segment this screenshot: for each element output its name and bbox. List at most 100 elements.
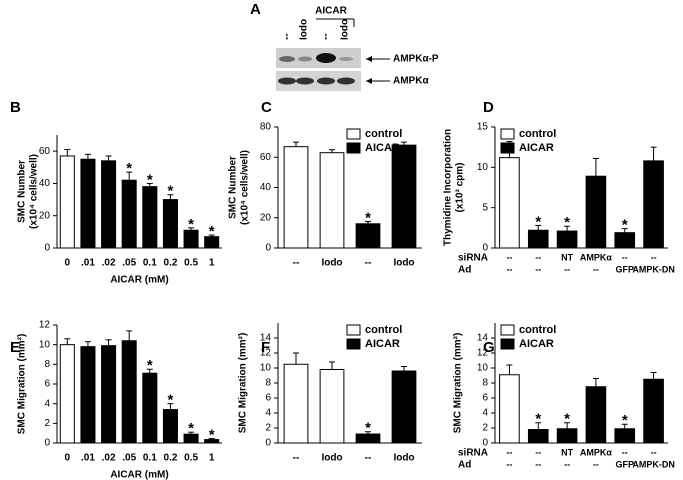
y-axis-label: SMC Migration (mm²)	[238, 333, 249, 434]
bar	[59, 344, 75, 444]
x-tick-label: 0.2	[163, 453, 177, 464]
band	[317, 77, 335, 85]
x-tick-label: --	[622, 447, 628, 457]
legend-swatch	[500, 142, 515, 154]
lane-label: Iodo	[299, 19, 310, 40]
x-tick-label: NT	[561, 447, 573, 457]
y-tick-label: 40	[260, 182, 272, 193]
x-tick-label: .02	[102, 453, 116, 464]
x-tick-label: 0.5	[184, 453, 198, 464]
annotation: *	[209, 427, 215, 444]
panel-label: A	[250, 1, 261, 18]
y-tick-label: 60	[260, 152, 272, 163]
y-tick-label: 14	[260, 333, 272, 344]
bar	[391, 370, 417, 444]
y-tick-label: 40	[39, 178, 51, 189]
bar	[80, 346, 96, 444]
bar	[585, 175, 607, 249]
y-tick-label: 0	[44, 243, 50, 254]
y-tick-label: 14	[477, 333, 489, 344]
bar	[499, 157, 520, 249]
y-tick-label: 0	[482, 438, 488, 449]
x-tick-label: NT	[561, 252, 573, 262]
x-tick-label: --	[651, 447, 657, 457]
x-tick-label: AMPK-DN	[632, 459, 675, 469]
y-axis-label: (x10⁴ cells/well)	[240, 150, 251, 225]
legend-label: control	[519, 324, 556, 336]
x-tick-label: --	[293, 453, 300, 464]
x-tick-label: --	[593, 459, 599, 469]
y-tick-label: 8	[265, 378, 271, 389]
legend-label: AICAR	[519, 338, 554, 350]
y-tick-label: 2	[482, 423, 488, 434]
y-tick-label: 0	[265, 243, 271, 254]
band-label: AMPKα-P	[393, 54, 439, 65]
legend-swatch	[346, 324, 361, 336]
legend-swatch	[346, 142, 361, 154]
x-tick-label: --	[506, 459, 512, 469]
bar	[319, 152, 345, 249]
y-axis-label: SMC Number	[228, 156, 239, 219]
y-tick-label: 20	[260, 212, 272, 223]
x-tick-label: AMPKα	[580, 447, 612, 457]
y-tick-label: 6	[482, 393, 488, 404]
bar	[585, 386, 607, 444]
annotation: *	[188, 216, 194, 233]
annotation: *	[147, 357, 153, 374]
lane-label: --	[321, 33, 332, 40]
annotation: *	[188, 420, 194, 437]
bar	[59, 155, 75, 249]
band	[296, 77, 314, 85]
bar	[614, 232, 636, 249]
x-tick-label: AMPK-DN	[632, 264, 675, 274]
x-tick-label: 0.1	[143, 258, 157, 269]
x-tick-label: GFP	[615, 459, 634, 469]
panel-label: G	[483, 339, 495, 356]
bar	[319, 369, 345, 444]
band-label: AMPKα	[393, 76, 429, 87]
legend-swatch	[500, 128, 515, 140]
y-axis-label: SMC Migration (mm²)	[17, 334, 28, 435]
x-tick-label: --	[506, 447, 512, 457]
y-axis-label: (x10³ cpm)	[455, 162, 466, 212]
x-tick-label: 0.5	[184, 258, 198, 269]
y-axis-label: SMC Number	[17, 160, 28, 223]
y-tick-label: 80	[260, 122, 272, 133]
panel-label: D	[483, 99, 494, 116]
x-tick-label: Iodo	[393, 453, 414, 464]
row-label: Ad	[458, 265, 471, 276]
bar	[162, 409, 178, 444]
bar	[162, 199, 178, 249]
bar	[614, 428, 636, 444]
bar	[121, 179, 137, 249]
x-tick-label: Iodo	[321, 453, 342, 464]
x-tick-label: 0.1	[143, 453, 157, 464]
y-tick-label: 6	[265, 393, 271, 404]
x-tick-label: 0	[65, 453, 71, 464]
legend-label: AICAR	[519, 142, 554, 154]
x-tick-label: --	[506, 252, 512, 262]
arrow-head	[366, 56, 372, 62]
x-tick-label: .01	[81, 258, 95, 269]
arrow-head	[366, 78, 372, 84]
y-tick-label: 2	[44, 418, 50, 429]
x-tick-label: Iodo	[393, 258, 414, 269]
x-tick-label: --	[564, 264, 570, 274]
x-tick-label: 1	[209, 258, 215, 269]
x-tick-label: GFP	[615, 264, 634, 274]
y-axis-label: Thymidine Incorporation	[443, 129, 454, 246]
bar	[142, 186, 158, 249]
annotation: *	[168, 183, 174, 200]
legend-label: AICAR	[365, 338, 400, 350]
x-axis-label: AICAR (mM)	[110, 470, 168, 480]
x-tick-label: .05	[122, 453, 136, 464]
bar	[527, 429, 549, 444]
annotation: *	[564, 411, 570, 428]
legend-swatch	[346, 338, 361, 350]
legend-swatch	[500, 338, 515, 350]
y-tick-label: 12	[260, 348, 272, 359]
x-tick-label: 1	[209, 453, 215, 464]
y-tick-label: 20	[39, 210, 51, 221]
x-tick-label: --	[622, 252, 628, 262]
y-tick-label: 6	[44, 379, 50, 390]
